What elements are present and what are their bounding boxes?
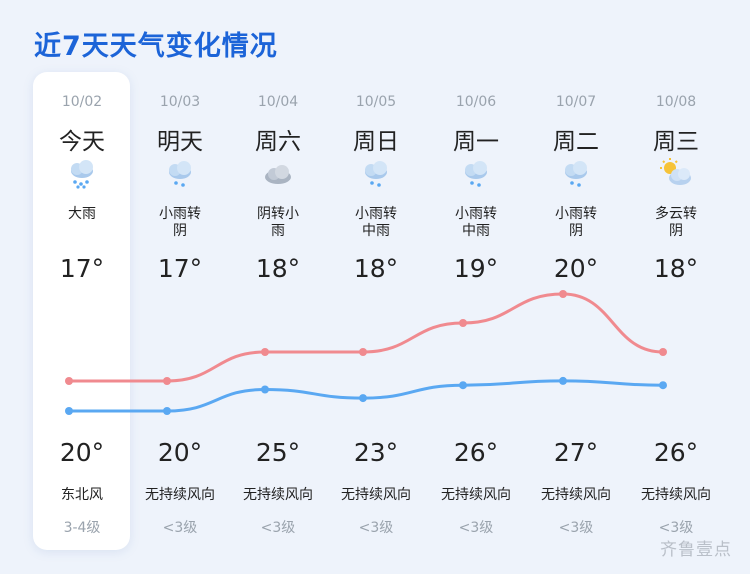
high-temp-point — [559, 290, 567, 298]
low-temp-point — [359, 394, 367, 403]
wind-level: <3级 — [358, 520, 394, 536]
wind-level: <3级 — [458, 520, 494, 536]
weather-desc: 小雨转阴 — [555, 206, 597, 239]
page-title: 近7天天气变化情况 — [34, 31, 278, 62]
watermark: 齐鲁壹点 — [660, 540, 732, 560]
temp-label-top: 17° — [59, 254, 105, 283]
day-column: 10/08 周三 多云转阴 18° 26° 无持续风向 <3级 — [626, 72, 726, 550]
temp-label-top: 18° — [353, 254, 399, 283]
day-name: 周日 — [353, 129, 399, 155]
wind-direction: 无持续风向 — [341, 487, 411, 503]
temp-label-top: 19° — [453, 254, 499, 283]
day-name: 周三 — [653, 129, 699, 155]
day-date: 10/02 — [61, 94, 103, 110]
weather-desc: 小雨转阴 — [159, 206, 201, 239]
day-column: 10/05 周日 小雨转 中雨 18° 23° 无持续风向 <3级 — [326, 72, 426, 550]
temp-label-bottom: 26° — [653, 438, 699, 467]
wind-direction: 无持续风向 — [243, 487, 313, 503]
high-temp-point — [163, 377, 171, 385]
heavy-rain-icon — [65, 158, 99, 190]
day-column: 10/04 周六 阴转小雨 18° 25° 无持续风向 <3级 — [228, 72, 328, 550]
day-column: 10/03 明天 小雨转阴 17° 20° 无持续风向 <3级 — [130, 72, 230, 550]
low-temp-point — [459, 381, 467, 390]
wind-direction: 无持续风向 — [541, 487, 611, 503]
low-temp-point — [163, 407, 171, 415]
wind-level: <3级 — [658, 520, 694, 536]
day-name: 周六 — [255, 129, 301, 155]
rain-icon — [163, 158, 197, 190]
temp-label-bottom: 26° — [453, 438, 499, 467]
low-temp-point — [559, 376, 567, 385]
low-temp-point — [261, 385, 269, 394]
day-name: 今天 — [59, 129, 105, 155]
temp-label-top: 18° — [653, 254, 699, 283]
wind-direction: 无持续风向 — [145, 487, 215, 503]
rain-icon — [559, 158, 593, 190]
day-date: 10/05 — [355, 94, 397, 110]
day-name: 明天 — [157, 129, 203, 155]
day-date: 10/07 — [555, 94, 597, 110]
wind-level: <3级 — [260, 520, 296, 536]
high-temp-point — [359, 348, 367, 356]
wind-direction: 东北风 — [61, 487, 103, 503]
day-date: 10/03 — [159, 94, 201, 110]
rain-icon — [359, 158, 393, 190]
low-temp-point — [659, 381, 667, 390]
day-column: 10/02 今天 大雨 17° 20° 东北风 3-4级 — [32, 72, 132, 550]
wind-level: <3级 — [558, 520, 594, 536]
temp-label-top: 18° — [255, 254, 301, 283]
weather-desc: 阴转小雨 — [257, 206, 299, 239]
temp-label-bottom: 23° — [353, 438, 399, 467]
wind-level: <3级 — [162, 520, 198, 536]
day-date: 10/08 — [655, 94, 697, 110]
day-column: 10/06 周一 小雨转 中雨 19° 26° 无持续风向 <3级 — [426, 72, 526, 550]
day-date: 10/06 — [455, 94, 497, 110]
day-date: 10/04 — [257, 94, 299, 110]
temp-label-bottom: 20° — [59, 438, 105, 467]
partly-cloudy-icon — [659, 158, 693, 190]
wind-level: 3-4级 — [63, 520, 101, 536]
weather-desc: 小雨转 中雨 — [455, 206, 497, 239]
high-temp-point — [659, 348, 667, 356]
high-temp-point — [65, 377, 73, 385]
temp-label-bottom: 20° — [157, 438, 203, 467]
weather-desc: 小雨转 中雨 — [355, 206, 397, 239]
rain-icon — [459, 158, 493, 190]
weather-desc: 大雨 — [68, 206, 96, 222]
cloudy-icon — [261, 158, 295, 190]
low-temp-point — [65, 407, 73, 415]
temp-label-top: 17° — [157, 254, 203, 283]
temp-label-bottom: 25° — [255, 438, 301, 467]
high-temp-point — [459, 319, 467, 327]
day-name: 周一 — [453, 129, 499, 155]
day-name: 周二 — [553, 129, 599, 155]
today-card — [33, 72, 130, 550]
high-temp-point — [261, 348, 269, 356]
wind-direction: 无持续风向 — [441, 487, 511, 503]
day-column: 10/07 周二 小雨转阴 20° 27° 无持续风向 <3级 — [526, 72, 626, 550]
temp-label-bottom: 27° — [553, 438, 599, 467]
high-temp-line — [69, 292, 664, 383]
temp-label-top: 20° — [553, 254, 599, 283]
weather-desc: 多云转阴 — [655, 206, 697, 239]
wind-direction: 无持续风向 — [641, 487, 711, 503]
